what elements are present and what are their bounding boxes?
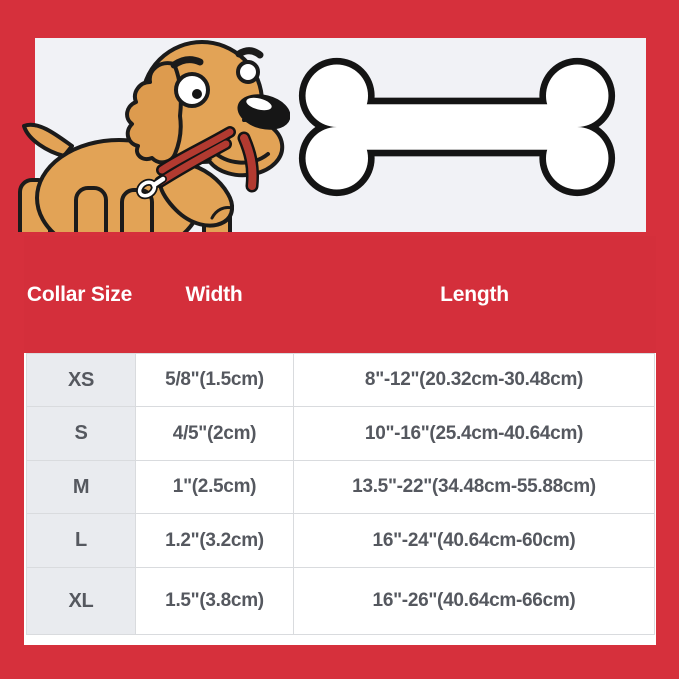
cell-length: 16"-24"(40.64cm-60cm): [293, 513, 655, 568]
header-collar-size: Collar Size: [26, 282, 133, 306]
cell-length: 10"-16"(25.4cm-40.64cm): [293, 406, 655, 461]
cell-width: 5/8"(1.5cm): [135, 353, 294, 407]
table-row-xl: XL 1.5"(3.8cm) 16"-26"(40.64cm-66cm): [26, 567, 655, 635]
table-row-m: M 1"(2.5cm) 13.5"-22"(34.48cm-55.88cm): [26, 460, 655, 514]
cell-length: 16"-26"(40.64cm-66cm): [293, 567, 655, 635]
cell-size: S: [26, 406, 136, 461]
size-table: XS 5/8"(1.5cm) 8"-12"(20.32cm-30.48cm) S…: [26, 353, 655, 635]
size-chart-header-row: Collar Size Width Length: [24, 236, 656, 353]
table-row-s: S 4/5"(2cm) 10"-16"(25.4cm-40.64cm): [26, 406, 655, 461]
table-row-l: L 1.2"(3.2cm) 16"-24"(40.64cm-60cm): [26, 513, 655, 568]
bone-icon: [298, 57, 616, 197]
cell-width: 1"(2.5cm): [135, 460, 294, 514]
dog-with-leash-illustration: [18, 40, 290, 232]
cell-width: 1.5"(3.8cm): [135, 567, 294, 635]
table-row-xs: XS 5/8"(1.5cm) 8"-12"(20.32cm-30.48cm): [26, 353, 655, 407]
cell-length: 8"-12"(20.32cm-30.48cm): [293, 353, 655, 407]
header-width: Width: [185, 282, 243, 306]
cell-size: XL: [26, 567, 136, 635]
cell-width: 4/5"(2cm): [135, 406, 294, 461]
size-chart-card: Collar Size Width Length XS 5/8"(1.5cm) …: [24, 236, 656, 645]
cell-size: M: [26, 460, 136, 514]
cell-width: 1.2"(3.2cm): [135, 513, 294, 568]
header-length: Length: [440, 282, 509, 306]
cell-length: 13.5"-22"(34.48cm-55.88cm): [293, 460, 655, 514]
cell-size: XS: [26, 353, 136, 407]
cell-size: L: [26, 513, 136, 568]
